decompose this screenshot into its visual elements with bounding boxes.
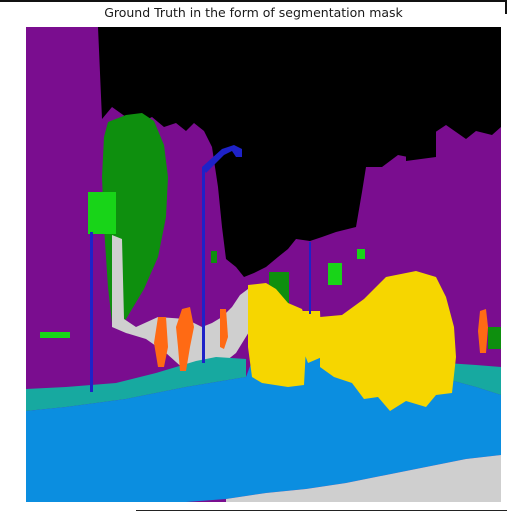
car-region — [320, 271, 456, 411]
vegetation-patch — [211, 251, 217, 263]
terrain-region — [446, 363, 501, 395]
sign-region — [40, 332, 70, 338]
sign-region — [88, 192, 116, 234]
car-region — [302, 311, 322, 363]
person-region — [220, 309, 228, 349]
vegetation-patch — [488, 327, 501, 349]
person-region — [478, 309, 488, 353]
person-region — [176, 307, 194, 371]
sidewalk-region — [226, 455, 501, 502]
sky-region — [98, 27, 501, 277]
figure-title: Ground Truth in the form of segmentation… — [104, 5, 403, 20]
person-region — [154, 317, 168, 367]
top-border-line — [0, 0, 507, 2]
car-region — [248, 283, 308, 387]
pole-region — [202, 167, 205, 363]
bottom-rule — [136, 510, 507, 511]
segmentation-mask — [26, 27, 501, 502]
sign-region — [328, 263, 342, 285]
pole-region — [90, 232, 93, 392]
pole-region — [309, 242, 311, 314]
pole-region — [202, 145, 242, 173]
sidewalk-region — [112, 235, 254, 371]
right-border-line — [505, 0, 507, 14]
sign-region — [357, 249, 365, 259]
terrain-region — [26, 357, 246, 411]
sky-patch — [406, 127, 436, 161]
